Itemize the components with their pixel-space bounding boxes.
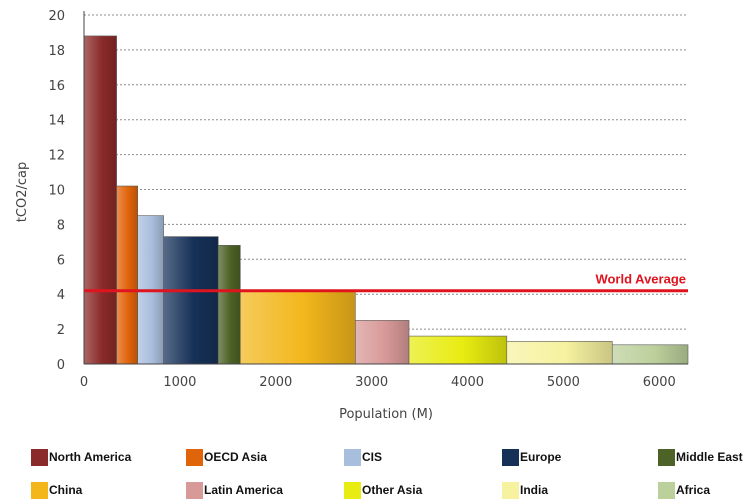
reference-line-group: World Average xyxy=(84,272,688,293)
y-tick-label: 4 xyxy=(57,288,65,303)
x-tick-label: 1000 xyxy=(163,375,196,390)
bar xyxy=(239,290,356,365)
legend-swatch xyxy=(658,481,675,499)
legend-item: North America xyxy=(31,448,131,466)
bar xyxy=(408,335,508,365)
legend-label: India xyxy=(520,483,549,497)
legend-swatch xyxy=(502,481,519,499)
bar xyxy=(83,35,117,365)
bar xyxy=(217,245,241,365)
legend-swatch xyxy=(344,481,361,499)
legend-item: Africa xyxy=(658,481,710,499)
legend-swatch xyxy=(502,448,519,466)
legend-item: Latin America xyxy=(186,481,283,499)
legend-label: Africa xyxy=(676,483,711,497)
x-axis-title: Population (M) xyxy=(339,407,433,422)
legend-label: Other Asia xyxy=(362,483,423,497)
chart: World Average 0 2 4 6 8 10 12 14 16 18 20 0 1000 2000… xyxy=(15,9,689,422)
x-tick-label: 3000 xyxy=(355,375,388,390)
legend-swatch xyxy=(31,481,48,499)
y-tick-label: 2 xyxy=(57,323,65,338)
y-tick-label: 18 xyxy=(48,44,65,59)
y-tick-label: 10 xyxy=(48,184,65,199)
bar xyxy=(163,236,219,365)
legend-label: Europe xyxy=(520,450,562,464)
x-tick-label: 6000 xyxy=(643,375,676,390)
legend-swatch xyxy=(31,448,48,466)
legend-label: OECD Asia xyxy=(204,450,267,464)
axes xyxy=(83,11,688,365)
legend-item: OECD Asia xyxy=(186,448,267,466)
world-average-label: World Average xyxy=(595,272,686,287)
x-tick-label: 2000 xyxy=(259,375,292,390)
gridlines xyxy=(84,14,688,330)
bars xyxy=(83,35,689,365)
legend-label: China xyxy=(49,483,83,497)
legend-swatch xyxy=(658,448,675,466)
x-tick-label: 5000 xyxy=(547,375,580,390)
legend-label: CIS xyxy=(362,450,383,464)
legend-item: Middle East xyxy=(658,448,743,466)
y-tick-label: 12 xyxy=(48,149,65,164)
y-tick-label: 0 xyxy=(57,358,65,373)
legend-label: Middle East xyxy=(676,450,743,464)
y-axis-title: tCO2/cap xyxy=(15,162,30,222)
tick-labels: 0 2 4 6 8 10 12 14 16 18 20 0 1000 2000 3000 4000 5000 60… xyxy=(48,9,675,390)
y-tick-label: 20 xyxy=(48,9,65,24)
x-tick-label: 0 xyxy=(80,375,88,390)
y-tick-label: 6 xyxy=(57,253,65,268)
legend-item: Other Asia xyxy=(344,481,422,499)
y-tick-label: 8 xyxy=(57,218,65,233)
legend-item: China xyxy=(31,481,82,499)
bar xyxy=(355,320,410,365)
legend-swatch xyxy=(186,448,203,466)
legend-swatch xyxy=(344,448,361,466)
legend-swatch xyxy=(186,481,203,499)
x-tick-label: 4000 xyxy=(451,375,484,390)
bar xyxy=(506,341,613,365)
legend-label: North America xyxy=(49,450,132,464)
bar xyxy=(116,185,138,365)
legend-item: India xyxy=(502,481,548,499)
y-tick-label: 14 xyxy=(48,114,65,129)
legend-label: Latin America xyxy=(204,483,283,497)
legend-item: Europe xyxy=(502,448,561,466)
bar xyxy=(611,344,689,365)
y-tick-label: 16 xyxy=(48,79,65,94)
legend-item: CIS xyxy=(344,448,382,466)
